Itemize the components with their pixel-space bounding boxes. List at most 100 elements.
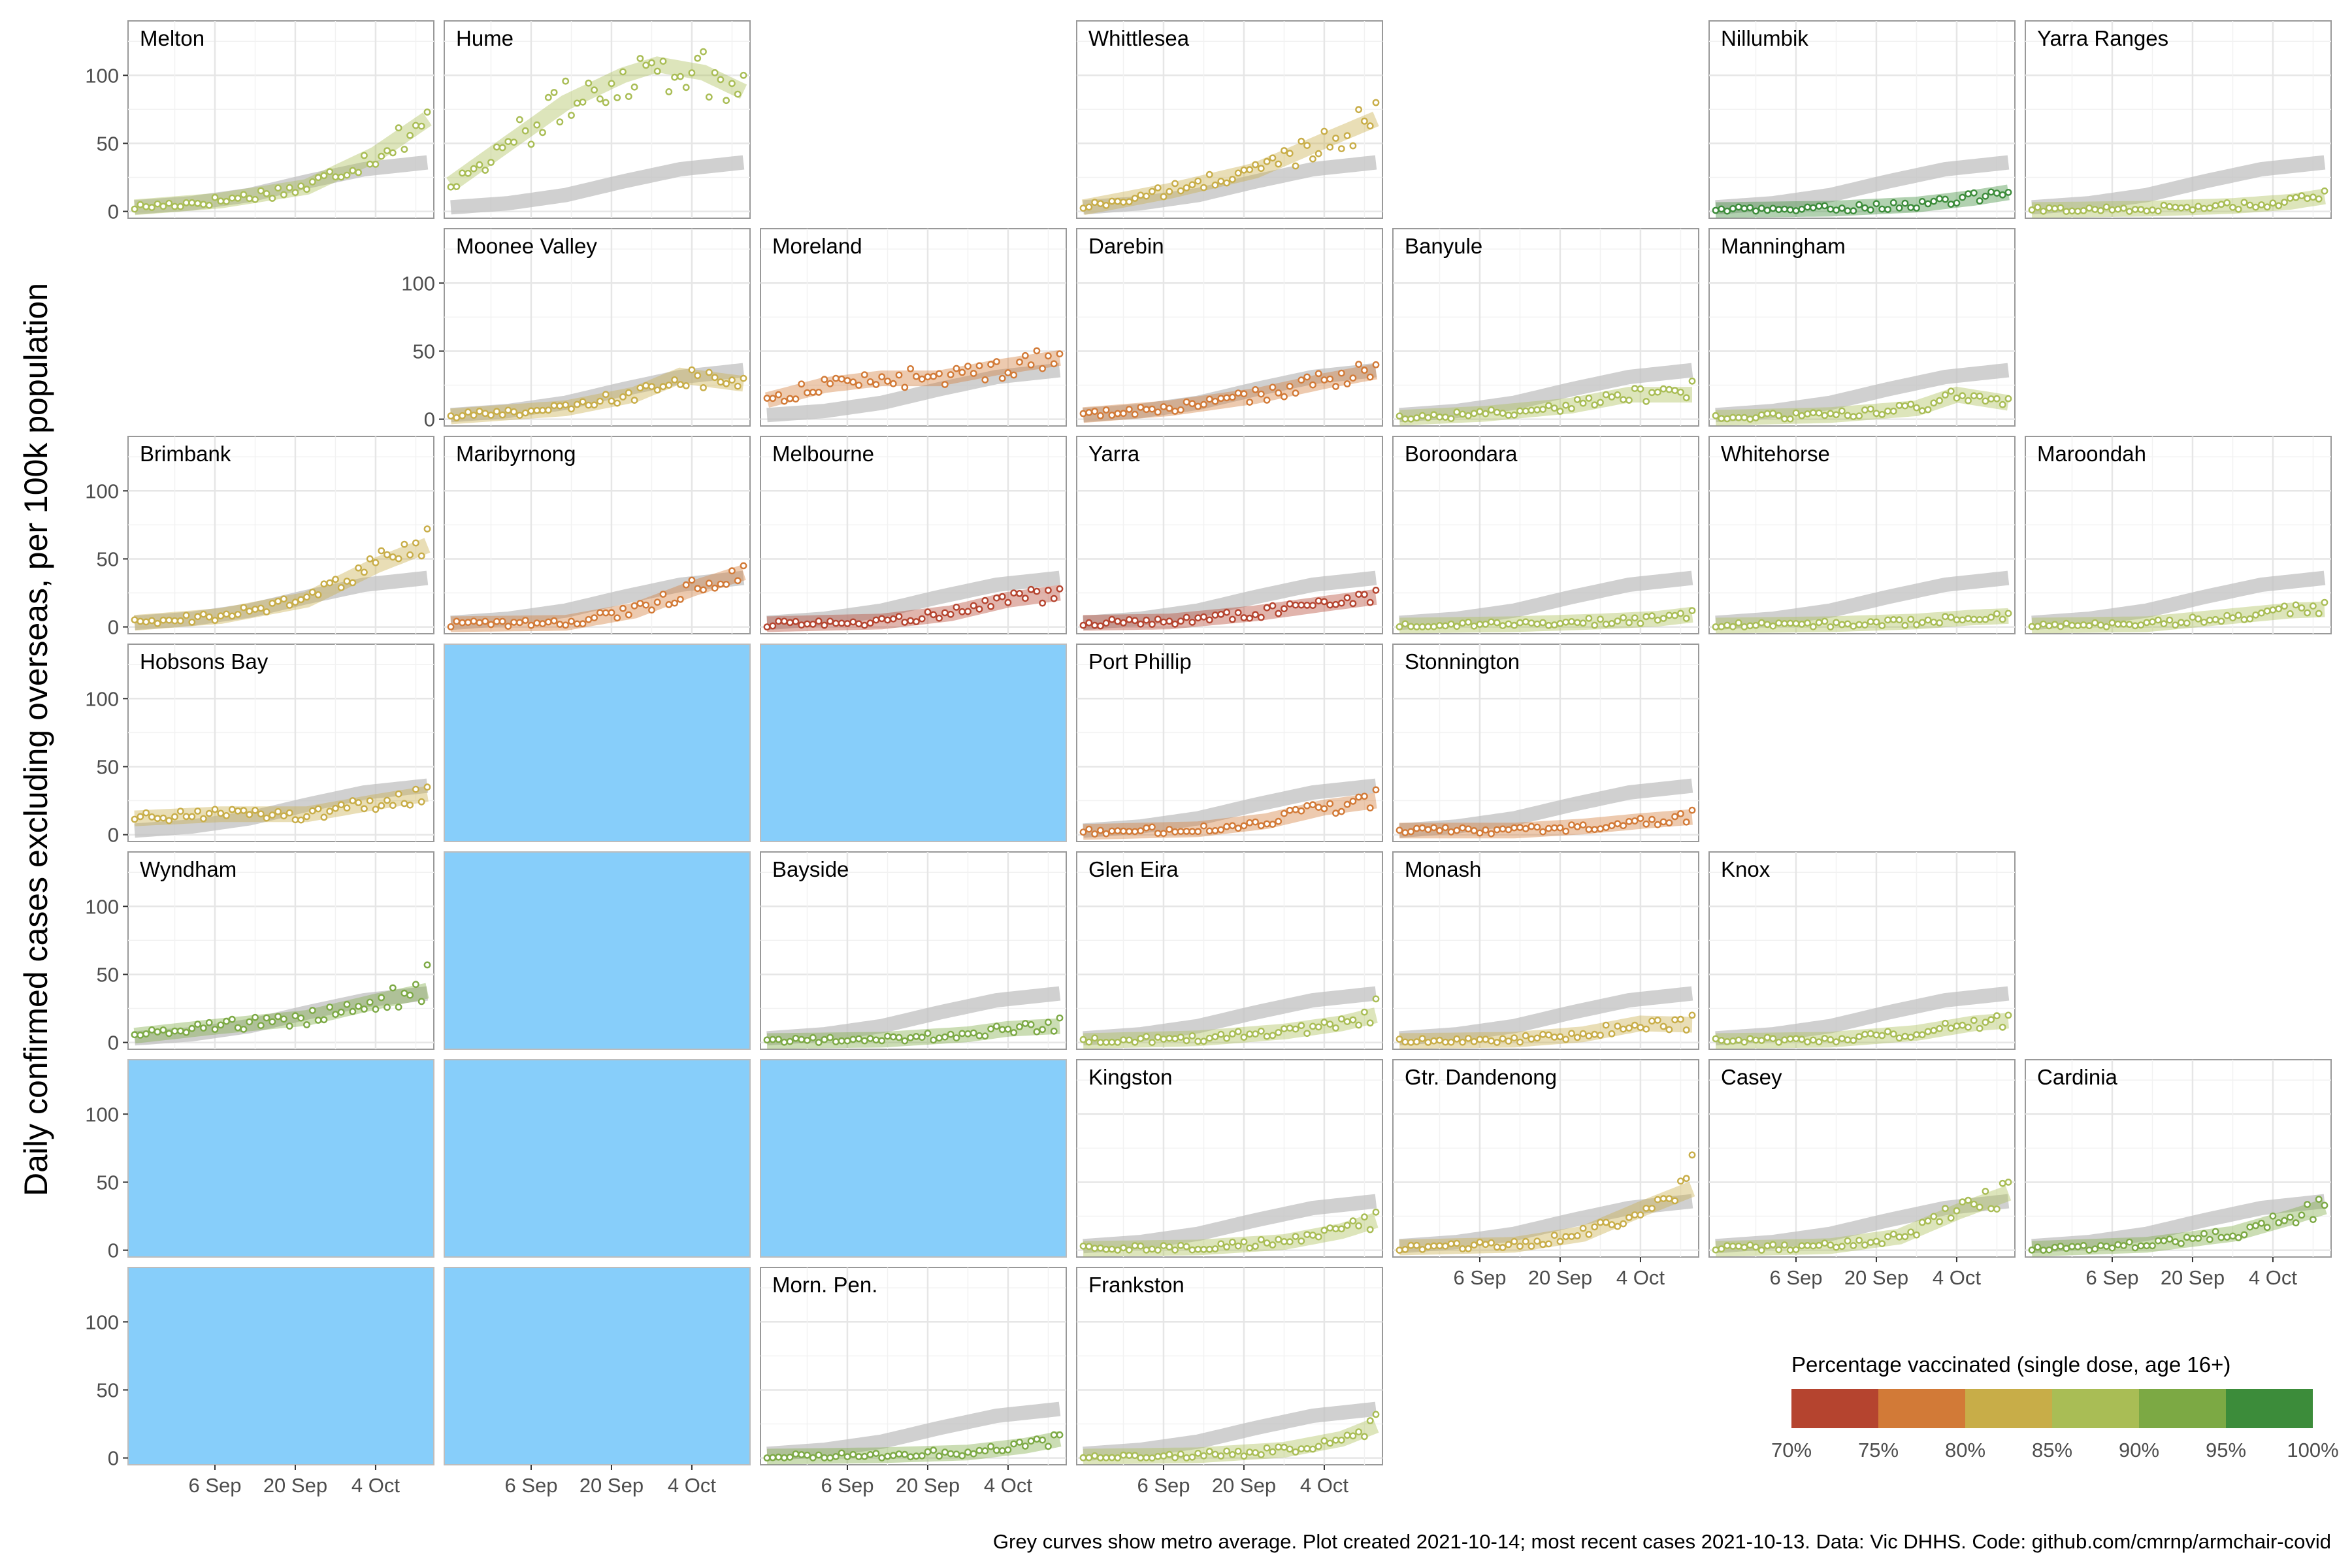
data-point	[1143, 406, 1151, 414]
data-point	[2234, 612, 2242, 619]
data-point	[1867, 206, 1874, 214]
data-point	[1585, 1032, 1593, 1040]
data-point	[2004, 610, 2012, 617]
data-point	[1884, 1028, 1891, 1036]
data-point	[1269, 821, 1277, 828]
metro-average-curve	[1715, 570, 2010, 630]
data-point	[176, 1027, 184, 1035]
data-point	[1642, 1205, 1650, 1212]
data-point	[211, 193, 219, 201]
data-point	[1821, 617, 1829, 625]
data-point	[2217, 1233, 2225, 1241]
data-point	[1786, 619, 1794, 627]
data-point	[895, 371, 903, 379]
data-point	[2154, 1237, 2162, 1245]
data-point	[1010, 1029, 1018, 1036]
data-point	[1821, 1239, 1829, 1247]
data-point	[1763, 206, 1771, 214]
data-point	[740, 562, 747, 570]
data-point	[2200, 619, 2208, 626]
data-point	[1447, 620, 1455, 628]
data-point	[1568, 1233, 1575, 1241]
data-point	[1149, 823, 1156, 831]
data-point	[1298, 137, 1305, 145]
panel-title: Whitehorse	[1721, 442, 1830, 466]
data-point	[2045, 622, 2053, 630]
data-point	[1281, 1025, 1288, 1033]
data-point	[987, 1025, 995, 1033]
data-point	[1453, 623, 1461, 630]
data-point	[205, 1019, 213, 1026]
data-point	[1654, 616, 1661, 624]
data-point	[1516, 824, 1524, 831]
data-point	[556, 621, 564, 628]
data-point	[1573, 619, 1581, 627]
data-point	[872, 381, 880, 388]
data-point	[2097, 621, 2104, 629]
data-point	[423, 108, 431, 116]
data-point	[2257, 609, 2265, 617]
data-point	[1729, 1037, 1737, 1045]
data-point	[1229, 822, 1236, 830]
data-point	[159, 1026, 167, 1034]
data-point	[1246, 1030, 1254, 1038]
data-point	[246, 1018, 253, 1026]
data-point	[913, 1452, 920, 1460]
data-point	[2298, 1211, 2306, 1219]
data-point	[1780, 620, 1788, 627]
data-point	[1326, 1021, 1334, 1028]
data-point	[1056, 1431, 1064, 1439]
data-point	[2229, 203, 2236, 211]
data-point	[1188, 619, 1196, 626]
data-point	[1688, 1011, 1696, 1019]
data-point	[1441, 1242, 1449, 1250]
data-point	[1298, 601, 1305, 609]
data-point	[562, 401, 570, 409]
data-point	[1396, 1036, 1403, 1043]
data-point	[665, 88, 673, 95]
data-point	[1815, 409, 1823, 417]
data-point	[1723, 207, 1731, 215]
data-point	[1131, 1038, 1139, 1046]
data-point	[786, 619, 794, 627]
panel-darebin: Darebin	[1076, 228, 1383, 427]
data-point	[1499, 410, 1507, 417]
legend-swatch	[2226, 1389, 2313, 1428]
data-point	[1757, 204, 1765, 212]
data-point	[2091, 206, 2099, 213]
data-point	[763, 1454, 771, 1462]
data-point	[815, 617, 823, 625]
data-point	[2166, 203, 2174, 210]
data-point	[1522, 618, 1529, 626]
data-point	[958, 1452, 966, 1460]
data-point	[1269, 1241, 1277, 1249]
data-point	[832, 619, 840, 627]
data-point	[1372, 99, 1380, 106]
data-point	[521, 409, 529, 417]
data-point	[423, 525, 431, 532]
data-point	[1585, 615, 1593, 622]
data-point	[717, 378, 725, 386]
data-point	[1965, 190, 1972, 198]
data-point	[400, 146, 408, 153]
data-point	[958, 1030, 966, 1037]
data-point	[659, 383, 667, 391]
panel-banyule: Banyule	[1392, 228, 1699, 427]
x-tick-label: 20 Sep	[896, 1474, 960, 1497]
data-point	[1757, 411, 1765, 419]
data-point	[395, 124, 402, 132]
data-point	[717, 76, 725, 84]
data-point	[1729, 1243, 1737, 1250]
panel-moreland: Moreland	[760, 228, 1067, 427]
data-point	[234, 194, 242, 202]
data-point	[182, 199, 190, 206]
panel-title: Manningham	[1721, 234, 1846, 258]
data-point	[1125, 1246, 1133, 1254]
data-point	[2321, 187, 2328, 195]
data-point	[2292, 601, 2300, 609]
data-point	[1924, 1217, 1932, 1225]
data-point	[613, 614, 621, 622]
data-point	[1982, 192, 1989, 200]
data-point	[1056, 1014, 1064, 1022]
x-tick-label: 4 Oct	[668, 1474, 716, 1497]
